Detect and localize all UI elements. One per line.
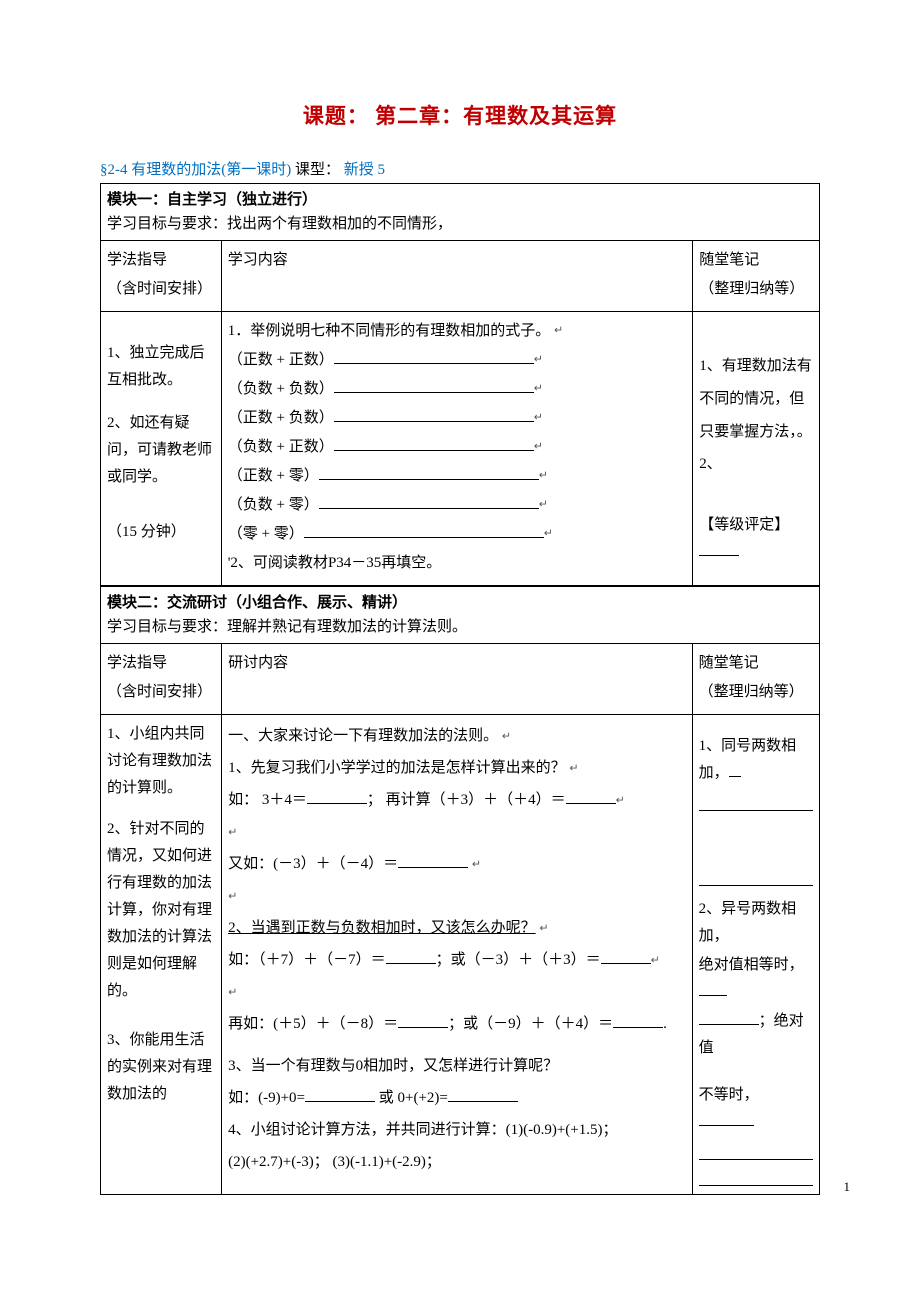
return-icon: ↵	[554, 325, 563, 337]
module2-title: 模块二：交流研讨（小组合作、展示、精讲）	[107, 595, 407, 611]
m2-c1b: （含时间安排）	[107, 679, 215, 706]
m1-content: 1．举例说明七种不同情形的有理数相加的式子。 ↵ （正数 + 正数）↵ （负数 …	[221, 312, 692, 586]
return-icon: ↵	[228, 891, 237, 903]
module1-header: 模块一：自主学习（独立进行） 学习目标与要求：找出两个有理数相加的不同情形，	[101, 184, 820, 241]
m1-l2: '2、可阅读教材P34－35再填空。	[228, 550, 686, 577]
m2-notes: 1、同号两数相加， 2、异号两数相加， 绝对值相等时， ；绝对值 不等时，	[692, 715, 819, 1195]
m2-c3a: 随堂笔记	[699, 650, 813, 677]
m1-c1b: （含时间安排）	[107, 276, 215, 303]
module1-title: 模块一：自主学习（独立进行）	[107, 192, 317, 208]
m2-g1: 1、小组内共同讨论有理数加法的计算则。	[107, 721, 215, 802]
m2-l2c: 再如：(＋5）＋（－8）＝；或（－9）＋（＋4）＝.	[228, 1009, 686, 1039]
m1-colhead-2: 学习内容	[221, 241, 692, 312]
m2-n2a: 2、异号两数相加，	[699, 896, 813, 950]
m1-c3b: （整理归纳等）	[699, 276, 813, 303]
m2-l4b: (2)(+2.7)+(-3)； (3)(-1.1)+(-2.9)；	[228, 1147, 686, 1177]
m1-n1: 1、有理数加法有不同的情况，但只要掌握方法，。	[699, 350, 813, 449]
m2-n1: 1、同号两数相加，	[699, 733, 813, 787]
m1-c2: 学习内容	[228, 247, 686, 274]
m2-l3: 3、当一个有理数与0相加时，又怎样进行计算呢？	[228, 1051, 686, 1081]
module1-table: 模块一：自主学习（独立进行） 学习目标与要求：找出两个有理数相加的不同情形， 学…	[100, 183, 820, 586]
m2-g2: 2、针对不同的情况，又如何进行有理数的加法计算，你对有理数加法的计算法则是如何理…	[107, 816, 215, 1005]
module1-goal: 学习目标与要求：找出两个有理数相加的不同情形，	[107, 212, 813, 236]
m1-i1: （正数 + 正数）↵	[228, 347, 686, 374]
section-code: §2-4 有理数的加法(第一课时)	[100, 162, 291, 178]
m1-g3: （15 分钟）	[107, 519, 215, 546]
return-icon: ↵	[228, 987, 237, 999]
m2-n2b: 绝对值相等时，	[699, 952, 813, 1006]
m2-colhead-1: 学法指导 （含时间安排）	[101, 644, 222, 715]
m1-i5: （正数 + 零）↵	[228, 463, 686, 490]
m1-g1: 1、独立完成后互相批改。	[107, 340, 215, 394]
ktype-value: 新授 5	[344, 162, 385, 178]
m2-l2: 2、当遇到正数与负数相加时，又该怎么办呢？ ↵	[228, 913, 686, 943]
m2-l3b: 如：(-9)+0= 或 0+(+2)=	[228, 1083, 686, 1113]
m1-i4: （负数 + 正数）↵	[228, 434, 686, 461]
m1-l1: 1．举例说明七种不同情形的有理数相加的式子。 ↵	[228, 318, 686, 345]
m1-notes: 1、有理数加法有不同的情况，但只要掌握方法，。 2、 【等级评定】	[693, 312, 820, 586]
m1-g2: 2、如还有疑问，可请教老师或同学。	[107, 410, 215, 491]
m2-n2c: ；绝对值	[699, 1008, 813, 1062]
m1-i7: （零 + 零）↵	[228, 521, 686, 548]
title-prefix: 课题：	[303, 104, 369, 128]
m2-colhead-3: 随堂笔记 （整理归纳等）	[692, 644, 819, 715]
m2-c2: 研讨内容	[228, 650, 686, 677]
m2-t1: 一、大家来讨论一下有理数加法的法则。 ↵	[228, 721, 686, 751]
m1-i6: （负数 + 零）↵	[228, 492, 686, 519]
return-icon: ↵	[228, 827, 237, 839]
m2-c1a: 学法指导	[107, 650, 215, 677]
m1-c1a: 学法指导	[107, 247, 215, 274]
m1-i2: （负数 + 负数）↵	[228, 376, 686, 403]
m2-guidance: 1、小组内共同讨论有理数加法的计算则。 2、针对不同的情况，又如何进行有理数的加…	[101, 715, 222, 1195]
module2-header: 模块二：交流研讨（小组合作、展示、精讲） 学习目标与要求：理解并熟记有理数加法的…	[101, 587, 820, 644]
m2-l1c: 又如：(－3）＋（－4）＝ ↵	[228, 849, 686, 879]
m2-l1b: 如： 3＋4＝； 再计算（＋3）＋（＋4）＝↵	[228, 785, 686, 815]
m1-i3: （正数 + 负数）↵	[228, 405, 686, 432]
m1-n2: 2、	[699, 451, 813, 478]
page-title: 课题： 第二章：有理数及其运算	[100, 100, 820, 130]
m2-l2b: 如：（＋7）＋（－7）＝；或（－3）＋（＋3）＝↵	[228, 945, 686, 975]
m1-n3: 【等级评定】	[699, 512, 813, 566]
m2-l1: 1、先复习我们小学学过的加法是怎样计算出来的？ ↵	[228, 753, 686, 783]
title-main: 第二章：有理数及其运算	[375, 104, 617, 128]
m2-n3: 不等时，	[699, 1082, 813, 1136]
page-number: 1	[844, 1179, 851, 1195]
ktype-label: 课型：	[295, 162, 340, 178]
m1-c3a: 随堂笔记	[699, 247, 813, 274]
m2-g3: 3、你能用生活的实例来对有理数加法的	[107, 1027, 215, 1108]
m1-colhead-1: 学法指导 （含时间安排）	[101, 241, 222, 312]
m1-colhead-3: 随堂笔记 （整理归纳等）	[693, 241, 820, 312]
module2-table: 模块二：交流研讨（小组合作、展示、精讲） 学习目标与要求：理解并熟记有理数加法的…	[100, 586, 820, 1195]
m2-l4: 4、小组讨论计算方法，并共同进行计算：(1)(-0.9)+(+1.5)；	[228, 1115, 686, 1145]
subtitle-row: §2-4 有理数的加法(第一课时) 课型： 新授 5	[100, 158, 820, 179]
m2-c3b: （整理归纳等）	[699, 679, 813, 706]
module2-goal: 学习目标与要求：理解并熟记有理数加法的计算法则。	[107, 615, 813, 639]
m1-guidance: 1、独立完成后互相批改。 2、如还有疑问，可请教老师或同学。 （15 分钟）	[101, 312, 222, 586]
m2-colhead-2: 研讨内容	[222, 644, 693, 715]
m2-content: 一、大家来讨论一下有理数加法的法则。 ↵ 1、先复习我们小学学过的加法是怎样计算…	[222, 715, 693, 1195]
